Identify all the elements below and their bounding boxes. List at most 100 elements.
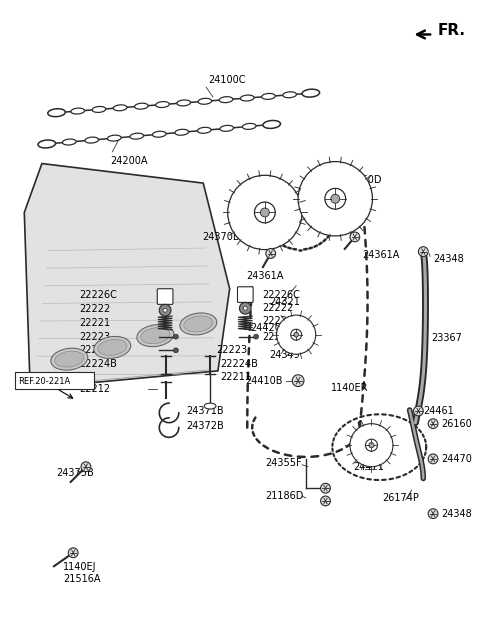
Text: REF.20-221A: REF.20-221A (18, 377, 71, 386)
Text: 24420: 24420 (251, 323, 281, 333)
Text: 22224B: 22224B (220, 359, 258, 369)
Ellipse shape (85, 137, 98, 143)
Circle shape (413, 406, 423, 416)
Text: 1140ER: 1140ER (331, 383, 369, 394)
Ellipse shape (177, 100, 191, 106)
Text: 22221: 22221 (262, 316, 293, 326)
Circle shape (266, 248, 276, 259)
Ellipse shape (180, 313, 217, 335)
Ellipse shape (204, 403, 216, 409)
Text: 21516A: 21516A (63, 574, 101, 584)
FancyBboxPatch shape (15, 372, 94, 390)
Circle shape (419, 247, 428, 256)
Text: 22222: 22222 (79, 304, 110, 315)
Circle shape (331, 195, 340, 204)
FancyBboxPatch shape (238, 287, 253, 302)
Ellipse shape (71, 108, 84, 114)
Text: 24348: 24348 (441, 508, 472, 519)
Ellipse shape (262, 94, 275, 100)
Ellipse shape (198, 98, 212, 104)
Text: 22224B: 22224B (79, 359, 117, 369)
Circle shape (294, 333, 299, 337)
Circle shape (243, 306, 247, 310)
Ellipse shape (220, 125, 234, 132)
Circle shape (163, 308, 167, 312)
Text: 22221: 22221 (79, 318, 110, 328)
Circle shape (365, 439, 377, 451)
Polygon shape (24, 164, 229, 388)
Circle shape (254, 202, 275, 223)
Circle shape (81, 462, 91, 472)
Circle shape (369, 442, 374, 447)
Text: 24350D: 24350D (343, 175, 382, 185)
Circle shape (350, 424, 393, 467)
Text: 22223: 22223 (79, 332, 110, 342)
Text: 1140EJ: 1140EJ (63, 562, 97, 573)
Circle shape (428, 508, 438, 519)
Circle shape (298, 162, 372, 236)
Ellipse shape (219, 97, 233, 103)
Text: 22226C: 22226C (79, 290, 117, 300)
Circle shape (261, 208, 269, 217)
Ellipse shape (137, 325, 174, 347)
Text: 26160: 26160 (441, 419, 472, 429)
Text: 24371B: 24371B (187, 406, 224, 416)
Text: 22222: 22222 (262, 303, 293, 313)
Ellipse shape (265, 121, 278, 127)
Ellipse shape (153, 131, 166, 137)
Ellipse shape (55, 351, 84, 367)
Text: 22223: 22223 (79, 345, 110, 355)
Circle shape (276, 315, 316, 354)
Ellipse shape (108, 135, 121, 141)
Ellipse shape (240, 95, 254, 101)
Ellipse shape (283, 92, 297, 98)
Ellipse shape (175, 129, 189, 135)
Ellipse shape (38, 140, 56, 148)
Ellipse shape (141, 327, 170, 343)
Text: 26174P: 26174P (382, 493, 419, 503)
Circle shape (350, 232, 360, 242)
Circle shape (292, 375, 304, 386)
Ellipse shape (48, 108, 65, 117)
Ellipse shape (304, 90, 318, 96)
Text: 24370B: 24370B (202, 232, 240, 242)
Text: 24361A: 24361A (363, 250, 400, 259)
Text: 24348: 24348 (433, 254, 464, 265)
FancyBboxPatch shape (157, 289, 173, 304)
Ellipse shape (50, 110, 63, 116)
Ellipse shape (134, 103, 148, 109)
Ellipse shape (263, 121, 280, 128)
Text: 24200A: 24200A (110, 156, 148, 166)
Text: 22226C: 22226C (262, 290, 300, 300)
Circle shape (159, 304, 171, 316)
Text: 23367: 23367 (431, 333, 462, 343)
Text: 24375B: 24375B (57, 467, 94, 478)
Ellipse shape (98, 340, 127, 356)
Ellipse shape (130, 133, 144, 139)
Ellipse shape (92, 107, 106, 112)
Text: 24410B: 24410B (245, 376, 283, 386)
Text: 24461: 24461 (423, 406, 454, 416)
Text: 22223: 22223 (216, 345, 247, 355)
Ellipse shape (156, 101, 169, 107)
Circle shape (173, 348, 178, 353)
Circle shape (321, 483, 330, 493)
Ellipse shape (302, 89, 320, 97)
Text: 22212: 22212 (79, 385, 110, 394)
Ellipse shape (94, 336, 131, 358)
Text: 22211: 22211 (220, 372, 251, 382)
Circle shape (325, 188, 346, 209)
Circle shape (240, 302, 251, 314)
Ellipse shape (62, 139, 76, 145)
Text: 24372B: 24372B (187, 421, 224, 431)
Ellipse shape (40, 141, 54, 147)
Circle shape (321, 496, 330, 506)
Circle shape (173, 334, 178, 339)
Ellipse shape (242, 123, 256, 130)
Circle shape (68, 548, 78, 558)
Text: 21186D: 21186D (265, 491, 303, 501)
Ellipse shape (113, 105, 127, 111)
Ellipse shape (197, 127, 211, 134)
Text: 24355F: 24355F (265, 458, 301, 468)
Text: 22223: 22223 (262, 332, 293, 342)
